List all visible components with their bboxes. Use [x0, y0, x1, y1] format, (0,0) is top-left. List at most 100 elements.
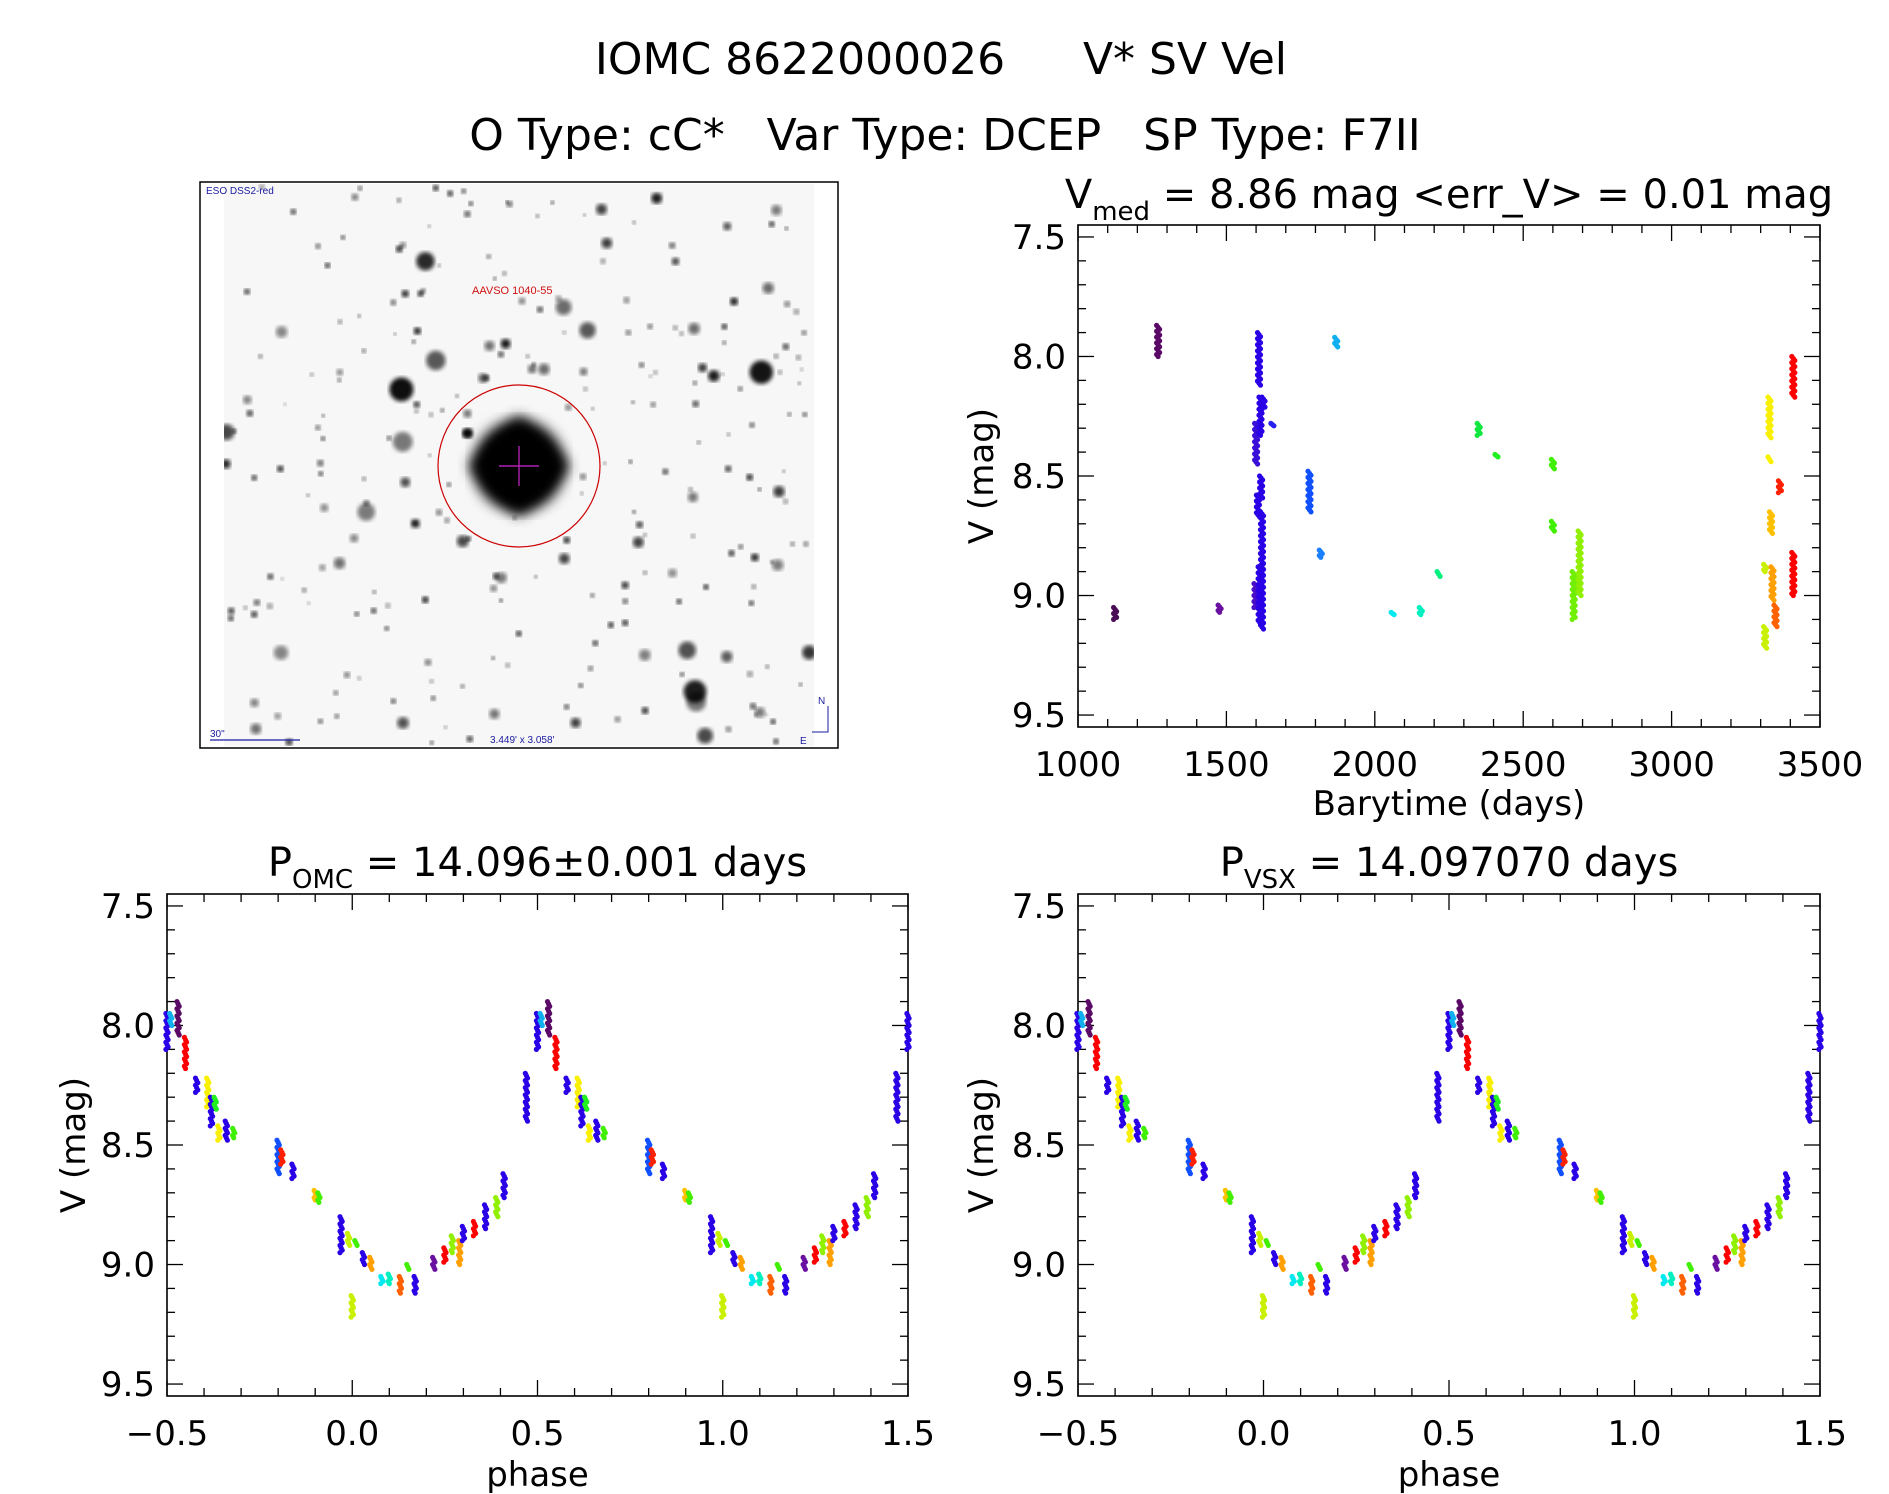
- star: [428, 412, 434, 418]
- star: [324, 262, 331, 269]
- star: [746, 473, 753, 481]
- data-point: [717, 1242, 723, 1248]
- x-axis-label: phase: [486, 1455, 589, 1494]
- star: [426, 350, 446, 371]
- star: [757, 487, 762, 492]
- data-point: [347, 1242, 353, 1248]
- star: [399, 241, 406, 249]
- star: [320, 436, 326, 442]
- data-point: [895, 1118, 901, 1124]
- data-point: [601, 1135, 607, 1141]
- star: [773, 738, 779, 745]
- star: [413, 401, 421, 408]
- data-point: [386, 1281, 392, 1287]
- x-tick-label: 1.5: [1793, 1414, 1847, 1454]
- star: [596, 203, 607, 215]
- star: [498, 598, 503, 603]
- star: [340, 235, 346, 240]
- star: [748, 600, 754, 606]
- star: [401, 290, 409, 298]
- data-point: [595, 1137, 601, 1143]
- data-point: [648, 1161, 654, 1167]
- data-point: [182, 1065, 189, 1072]
- compass-icon: [812, 706, 829, 733]
- data-point: [483, 1226, 489, 1232]
- star: [385, 603, 391, 609]
- data-point: [1489, 1123, 1495, 1129]
- star: [770, 719, 776, 725]
- data-point: [1251, 604, 1257, 611]
- star: [455, 394, 460, 399]
- star: [749, 422, 755, 428]
- data-point: [1265, 1242, 1271, 1248]
- data-point: [397, 1290, 403, 1296]
- star: [242, 395, 252, 405]
- data-point: [1636, 1242, 1642, 1248]
- star: [525, 354, 530, 359]
- star: [502, 271, 507, 276]
- star: [317, 718, 323, 724]
- data-point: [748, 1281, 754, 1287]
- star: [636, 521, 644, 529]
- star: [667, 568, 677, 578]
- star: [632, 509, 636, 514]
- data-point: [1771, 597, 1777, 603]
- star: [580, 491, 584, 496]
- data-point: [1436, 1118, 1442, 1124]
- data-point: [830, 1238, 836, 1244]
- star: [420, 288, 426, 294]
- data-point: [361, 1261, 368, 1268]
- data-point: [820, 1250, 826, 1256]
- star: [783, 498, 789, 504]
- data-point: [432, 1266, 438, 1272]
- star: [447, 190, 454, 197]
- star: [631, 400, 635, 405]
- star: [579, 473, 587, 481]
- data-point: [1361, 1250, 1367, 1256]
- star: [427, 224, 431, 228]
- x-tick-label: 0.5: [510, 1414, 564, 1454]
- y-tick-label: 8.5: [1012, 1126, 1066, 1166]
- star: [801, 330, 807, 336]
- data-point: [176, 1032, 182, 1038]
- star: [274, 712, 281, 720]
- star: [642, 570, 648, 575]
- star: [361, 476, 367, 482]
- data-point: [1619, 1250, 1625, 1256]
- data-point: [1308, 509, 1314, 515]
- star: [653, 370, 658, 375]
- star: [703, 584, 709, 590]
- data-point: [441, 1259, 447, 1265]
- star: [446, 482, 452, 488]
- data-point: [1807, 1118, 1813, 1124]
- data-point: [1497, 1137, 1503, 1143]
- data-point: [1317, 1266, 1323, 1272]
- phase-plot-vsx: −0.5 0.0 0.5 1.0 1.5 7.5 8.0 8.5 9.0 9.5 phase V (m…: [962, 840, 1847, 1494]
- star: [672, 325, 678, 331]
- star: [555, 295, 562, 302]
- star: [428, 453, 432, 458]
- star: [432, 185, 439, 191]
- star: [468, 201, 474, 206]
- data-point: [1258, 1242, 1264, 1248]
- star: [490, 584, 498, 592]
- x-tick-label: 3500: [1777, 745, 1864, 785]
- data-point: [1629, 1242, 1635, 1248]
- star: [410, 518, 421, 529]
- star: [688, 487, 693, 492]
- data-point: [1578, 592, 1584, 599]
- x-tick-label: −0.5: [126, 1414, 209, 1454]
- data-point: [495, 1214, 501, 1220]
- star: [505, 200, 509, 204]
- star: [318, 471, 324, 477]
- x-tick-label: 1.5: [881, 1414, 935, 1454]
- data-point: [1458, 1032, 1464, 1038]
- header-star-name: V* SV Vel: [1083, 34, 1287, 85]
- star: [333, 690, 339, 696]
- data-point: [1309, 1290, 1315, 1296]
- star: [790, 541, 795, 547]
- data-point: [1506, 1137, 1513, 1143]
- data-point: [1368, 1261, 1374, 1268]
- data-point: [1093, 1065, 1100, 1072]
- star: [565, 404, 572, 411]
